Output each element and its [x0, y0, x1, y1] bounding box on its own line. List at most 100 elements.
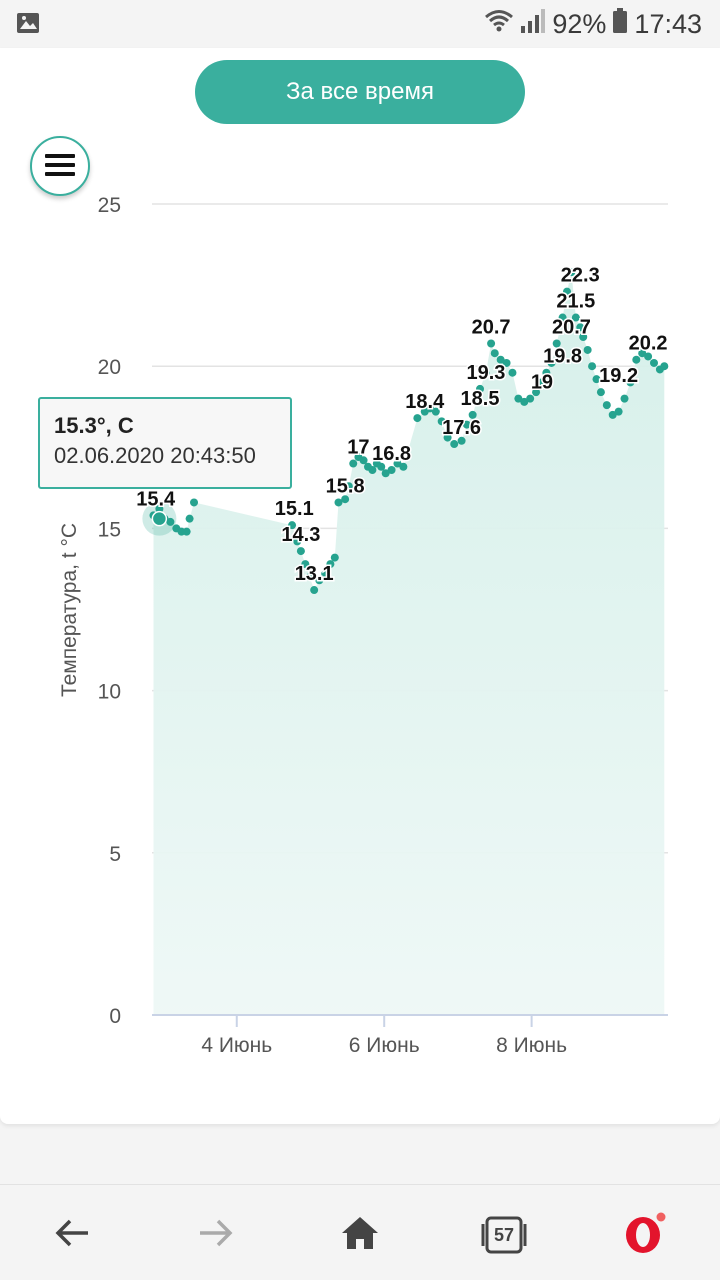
wifi-icon	[484, 9, 514, 40]
data-label: 19	[531, 372, 553, 394]
opera-icon	[623, 1210, 669, 1261]
highlight-point	[151, 510, 168, 527]
data-point	[330, 553, 339, 562]
data-label: 15.1	[275, 498, 314, 520]
data-label: 14.3	[281, 524, 320, 546]
data-point	[520, 397, 529, 406]
data-point	[462, 420, 471, 429]
data-point	[425, 404, 434, 413]
battery-percent: 92%	[552, 9, 607, 39]
data-point	[413, 414, 422, 423]
data-point	[296, 547, 305, 556]
data-point	[301, 560, 310, 569]
data-point	[592, 375, 601, 384]
data-point	[359, 456, 368, 465]
data-point	[450, 440, 459, 449]
tabs-icon: 57	[481, 1216, 527, 1254]
data-point	[457, 436, 466, 445]
chart-tooltip: 15.3°, C 02.06.2020 20:43:50	[38, 397, 292, 489]
temperature-area	[153, 272, 665, 1016]
data-point	[596, 388, 605, 397]
browser-nav-bar: 57	[0, 1184, 720, 1280]
tabs-button[interactable]: 57	[474, 1205, 534, 1265]
data-point	[326, 560, 335, 569]
data-point	[614, 407, 623, 416]
data-label: 19.2	[599, 365, 638, 387]
data-label: 15.8	[326, 475, 365, 497]
home-icon	[340, 1215, 380, 1256]
data-point	[468, 410, 477, 419]
data-point	[368, 466, 377, 475]
data-point	[387, 466, 396, 475]
data-point	[293, 537, 302, 546]
y-tick-label: 20	[98, 356, 121, 379]
data-point	[155, 504, 164, 513]
data-point	[185, 514, 194, 523]
data-point	[349, 459, 358, 468]
y-tick-label: 0	[109, 1005, 121, 1028]
back-button[interactable]	[42, 1205, 102, 1265]
data-point	[660, 362, 669, 371]
data-point	[620, 394, 629, 403]
opera-menu-button[interactable]	[616, 1205, 676, 1265]
data-point	[644, 352, 653, 361]
data-point	[537, 378, 546, 387]
data-point	[576, 323, 585, 332]
tooltip-datetime: 02.06.2020 20:43:50	[54, 443, 256, 468]
data-point	[321, 569, 330, 578]
tabs-count: 57	[493, 1224, 515, 1245]
data-point	[526, 394, 535, 403]
data-point	[310, 586, 319, 595]
back-arrow-icon	[54, 1218, 90, 1253]
data-point	[377, 462, 386, 471]
data-point	[649, 358, 658, 367]
data-point	[399, 462, 408, 471]
data-point	[393, 459, 402, 468]
signal-icon	[520, 8, 546, 41]
forward-button[interactable]	[186, 1205, 246, 1265]
data-label: 20.7	[552, 316, 591, 338]
data-label: 18.4	[405, 391, 445, 413]
data-point	[481, 368, 490, 377]
y-tick-label: 10	[98, 681, 121, 704]
data-point	[532, 388, 541, 397]
data-point	[502, 358, 511, 367]
data-label: 13.1	[295, 563, 334, 585]
data-point	[288, 521, 297, 530]
x-tick-label: 8 Июнь	[496, 1034, 567, 1057]
data-label: 21.5	[556, 291, 595, 313]
data-point	[552, 339, 561, 348]
data-point	[437, 417, 446, 426]
forward-arrow-icon	[198, 1218, 234, 1253]
data-point	[632, 355, 641, 364]
y-axis-label: Температура, t °C	[58, 523, 81, 697]
data-point	[496, 355, 505, 364]
period-all-time-button[interactable]: За все время	[195, 60, 525, 124]
data-label: 15.4	[136, 488, 176, 510]
data-label: 22.3	[561, 265, 600, 287]
data-point	[626, 378, 635, 387]
data-point	[602, 401, 611, 410]
chart-menu-button[interactable]	[30, 136, 90, 196]
data-point	[547, 358, 556, 367]
data-point	[542, 368, 551, 377]
data-point	[381, 469, 390, 478]
battery-icon	[612, 8, 628, 41]
clock: 17:43	[634, 9, 702, 39]
data-point	[567, 268, 576, 277]
home-button[interactable]	[330, 1205, 390, 1265]
data-point	[344, 482, 353, 491]
data-point	[514, 394, 523, 403]
data-point	[638, 349, 647, 358]
data-point	[315, 576, 324, 585]
y-tick-label: 5	[109, 843, 121, 866]
data-point	[431, 407, 440, 416]
data-label: 19.3	[466, 362, 505, 384]
x-tick-label: 6 Июнь	[349, 1034, 420, 1057]
y-tick-label: 25	[98, 194, 121, 217]
data-label: 20.2	[629, 333, 668, 355]
data-label: 20.7	[472, 316, 511, 338]
data-point	[341, 495, 350, 504]
data-point	[487, 339, 496, 348]
data-point	[563, 287, 572, 296]
